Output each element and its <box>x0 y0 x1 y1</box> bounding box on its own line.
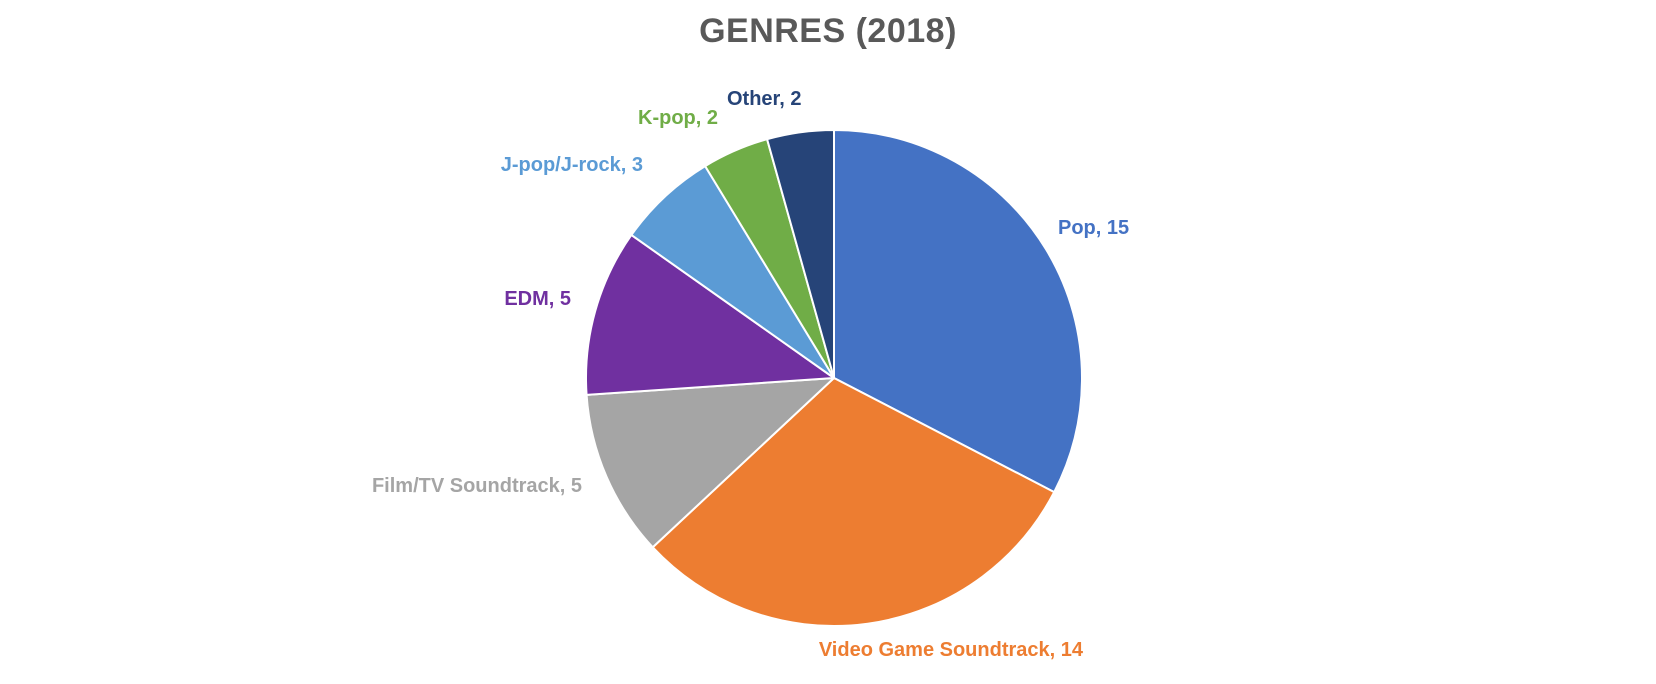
pie-slices <box>585 129 1084 627</box>
data-label-j-pop-j-rock: J-pop/J-rock, 3 <box>501 154 643 176</box>
slice-other <box>766 129 835 379</box>
slice-video-game-soundtrack <box>651 377 1056 627</box>
chart-title: GENRES (2018) <box>699 12 957 50</box>
slice-film-tv-soundtrack <box>585 377 835 549</box>
data-label-other: Other, 2 <box>727 88 801 110</box>
data-label-pop: Pop, 15 <box>1058 217 1129 239</box>
slice-pop <box>833 129 1084 494</box>
pie-labels: Pop, 15 Video Game Soundtrack, 14 Film/TV … <box>372 88 1129 661</box>
data-label-film-tv-soundtrack: Film/TV Soundtrack, 5 <box>372 475 582 497</box>
slice-edm <box>585 233 835 396</box>
data-label-edm: EDM, 5 <box>504 288 571 310</box>
data-label-video-game-soundtrack: Video Game Soundtrack, 14 <box>819 639 1084 661</box>
data-label-k-pop: K-pop, 2 <box>638 107 718 129</box>
